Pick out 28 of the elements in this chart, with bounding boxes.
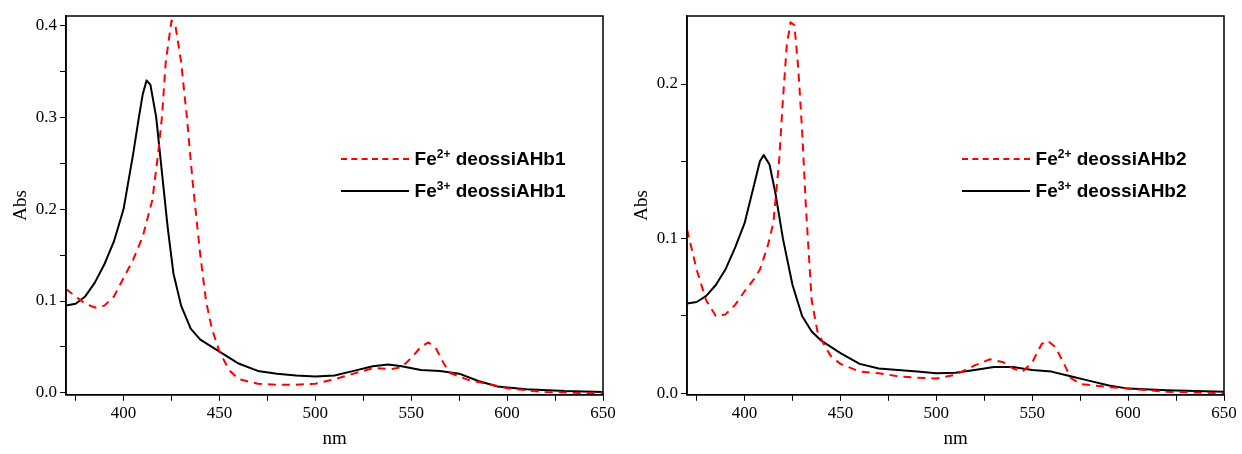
y-axis-title: Abs [630,190,652,221]
x-tick-label: 550 [398,403,424,423]
y-axis-title: Abs [9,190,31,221]
y-tick-label: 0.2 [656,73,679,93]
x-tick-label: 600 [494,403,520,423]
x-tick-label: 400 [731,403,758,423]
x-tick-label: 450 [206,403,233,423]
y-tick-label: 0.1 [656,228,679,248]
x-axis-title: nm [943,426,968,448]
x-axis-title: nm [322,426,347,448]
legend-label: Fe$^{2+}$ deossiAHb1 [414,147,566,171]
x-tick-label: 650 [1211,403,1237,423]
x-tick-label: 500 [302,403,329,423]
y-tick-label: 0.0 [656,382,679,402]
y-tick-label: 0.0 [35,382,58,402]
x-tick-label: 600 [1115,403,1141,423]
x-tick-label: 400 [110,403,137,423]
x-tick-label: 450 [827,403,854,423]
x-tick-label: 550 [1019,403,1045,423]
y-tick-label: 0.2 [35,198,58,218]
legend-label: Fe$^{3+}$ deossiAHb1 [414,179,566,203]
legend-label: Fe$^{2+}$ deossiAHb2 [1035,147,1187,171]
x-tick-label: 650 [590,403,616,423]
y-tick-label: 0.3 [35,106,58,126]
x-tick-label: 500 [923,403,950,423]
y-tick-label: 0.1 [35,290,58,310]
legend-label: Fe$^{3+}$ deossiAHb2 [1035,179,1187,203]
y-tick-label: 0.4 [35,14,58,34]
